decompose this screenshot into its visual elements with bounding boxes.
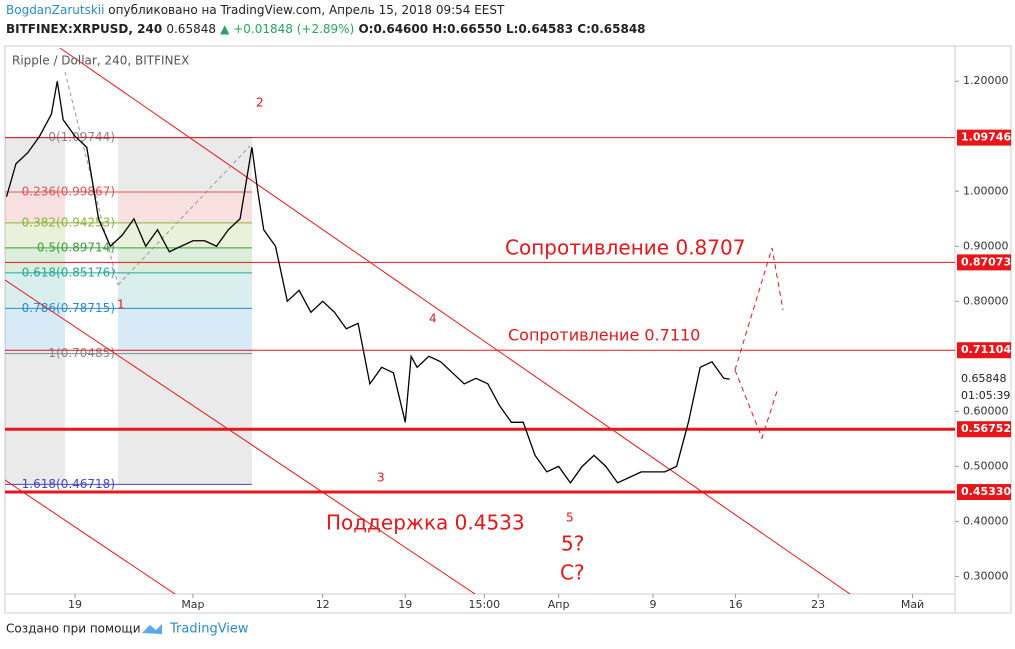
x-tick-label: 12 <box>316 598 330 611</box>
x-tick-label: Мар <box>181 598 204 611</box>
y-tick-label: 0.90000 <box>963 239 1009 252</box>
fib-zone <box>5 247 65 273</box>
wave-label: C? <box>560 561 585 585</box>
level-label: 0.45330 <box>961 485 1011 498</box>
x-tick-label: 16 <box>729 598 743 611</box>
y-tick-label: 0.80000 <box>963 294 1009 307</box>
level-tag <box>957 484 1011 501</box>
fib-zone <box>118 222 252 248</box>
projection <box>734 247 784 371</box>
symbol: BITFINEX:XRPUSD, 240 <box>6 22 163 36</box>
level-label: 1.09746 <box>961 131 1011 144</box>
fib-label: 0.786(0.78715) <box>22 301 115 315</box>
low: L:0.64583 <box>505 22 574 36</box>
legend: Ripple / Dollar, 240, BITFINEX <box>12 54 189 68</box>
y-tick-label: 0.30000 <box>963 569 1009 582</box>
x-tick-label: Апр <box>548 598 570 611</box>
frame <box>4 45 1012 614</box>
fib-zone <box>118 353 252 485</box>
footer-text: Создано при помощи <box>6 622 141 636</box>
level-label: 0.71104 <box>961 343 1011 356</box>
fib-zone <box>5 353 65 485</box>
fib-zone <box>118 272 252 309</box>
fib-zone <box>118 308 252 354</box>
wave-label: 3 <box>377 471 385 485</box>
y-tick-label: 0.50000 <box>963 459 1009 472</box>
fib-zone <box>5 191 65 223</box>
annotation: Поддержка 0.4533 <box>326 511 525 535</box>
level-label: 0.87073 <box>961 255 1011 268</box>
x-tick-label: 15:00 <box>468 598 500 611</box>
fib-label: 0.618(0.85176) <box>22 265 115 279</box>
annotation: Сопротивление 0.7110 <box>508 326 700 345</box>
fib-trend <box>117 145 251 286</box>
published: опубликовано на TradingView.com, Апрель … <box>108 3 505 17</box>
x-tick-label: 19 <box>68 598 82 611</box>
fib-label: 1(0.70485) <box>48 346 115 360</box>
fib-zone <box>5 222 65 248</box>
wave-label: 1 <box>117 298 125 312</box>
wave-label: 2 <box>256 96 264 110</box>
trend-lines <box>5 47 851 594</box>
fib-zone <box>5 272 65 309</box>
fib-label: 0.5(0.89714) <box>37 240 115 254</box>
annotations: Сопротивление 0.8707 Сопротивление 0.711… <box>117 96 745 585</box>
countdown: 01:05:39 <box>961 389 1010 402</box>
y-tick-label: 1.20000 <box>963 74 1009 87</box>
level-tag <box>957 421 1011 438</box>
wave-label: 5? <box>561 532 584 556</box>
quote-line: BITFINEX:XRPUSD, 240 0.65848 ▲ +0.01848 … <box>6 22 646 36</box>
x-tick-label: 9 <box>650 598 657 611</box>
level-tag <box>957 254 1011 271</box>
fib-label: 1.618(0.46718) <box>22 477 115 491</box>
fib-label: 0.236(0.99867) <box>22 184 115 198</box>
channel-line <box>5 279 476 594</box>
last-price: 0.65848 <box>961 372 1007 385</box>
level-tag <box>957 129 1011 146</box>
channel-line <box>59 47 851 594</box>
fib-zone <box>5 308 65 354</box>
logo <box>142 624 162 634</box>
fib-trend <box>64 71 119 286</box>
author: BogdanZarutskii <box>6 3 105 17</box>
header-line: BogdanZarutskii опубликовано на TradingV… <box>6 3 504 17</box>
wave-label: 4 <box>429 312 437 326</box>
price-line <box>5 81 730 484</box>
wave-label: 5 <box>566 511 574 525</box>
last: 0.65848 <box>166 22 216 36</box>
fib-label: 0.382(0.94253) <box>22 215 115 229</box>
fib-zone <box>118 137 252 192</box>
close: C:0.65848 <box>577 22 646 36</box>
fib-zone <box>118 247 252 273</box>
y-tick-label: 0.40000 <box>963 514 1009 527</box>
open: O:0.64600 <box>358 22 429 36</box>
y-tick-label: 1.00000 <box>963 184 1009 197</box>
level-label: 0.56752 <box>961 422 1011 435</box>
fib-zone <box>118 191 252 223</box>
change: ▲ +0.01848 (+2.89%) <box>220 22 355 36</box>
x-tick-label: 19 <box>398 598 412 611</box>
projection <box>734 369 779 440</box>
channel-line <box>5 479 176 594</box>
annotation: Сопротивление 0.8707 <box>505 236 745 260</box>
y-tick-label: 0.60000 <box>963 404 1009 417</box>
high: H:0.66550 <box>432 22 502 36</box>
level-tag <box>957 342 1011 359</box>
x-tick-label: 23 <box>811 598 825 611</box>
x-tick-label: Май <box>901 598 924 611</box>
footer-brand[interactable]: TradingView <box>169 622 249 637</box>
